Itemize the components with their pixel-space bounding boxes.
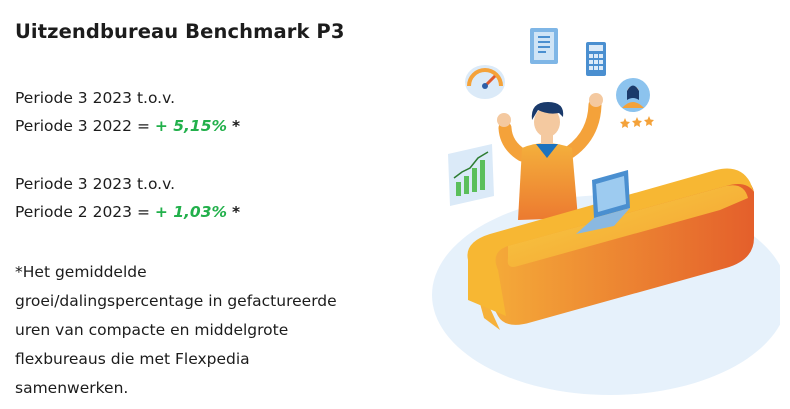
person-figure [497, 93, 603, 220]
footnote-line: groei/dalingspercentage in gefactureerde [15, 292, 337, 310]
footnote: *Het gemiddelde groei/dalingspercentage … [15, 258, 405, 403]
comparison-1-line2: Periode 3 2022 = + 5,15% * [15, 117, 240, 135]
comparison-1-label: Periode 3 2022 = [15, 117, 155, 135]
footnote-line: *Het gemiddelde [15, 263, 147, 281]
comparison-2-line2: Periode 2 2023 = + 1,03% * [15, 203, 240, 221]
footnote-line: flexbureaus die met Flexpedia [15, 350, 250, 368]
comparison-1-line1: Periode 3 2023 t.o.v. [15, 89, 175, 107]
office-worker-illustration [432, 28, 780, 395]
comparison-2-label: Periode 2 2023 = [15, 203, 155, 221]
page-title: Uitzendbureau Benchmark P3 [15, 20, 345, 43]
growth-chart-icon [448, 144, 494, 206]
comparison-1-percentage: + 5,15% [154, 117, 228, 135]
comparison-2-marker: * [231, 203, 241, 221]
comparison-2-line1: Periode 3 2023 t.o.v. [15, 175, 175, 193]
rating-stars-icon [620, 116, 654, 128]
user-avatar-icon [616, 78, 650, 112]
laptop-icon [576, 170, 630, 234]
document-icon [530, 28, 558, 64]
comparison-2-percentage: + 1,03% [154, 203, 228, 221]
comparison-1-marker: * [231, 117, 241, 135]
calculator-icon [586, 42, 606, 76]
speedometer-icon [465, 65, 505, 99]
footnote-line: samenwerken. [15, 379, 129, 397]
footnote-line: uren van compacte en middelgrote [15, 321, 289, 339]
desk [467, 168, 754, 330]
